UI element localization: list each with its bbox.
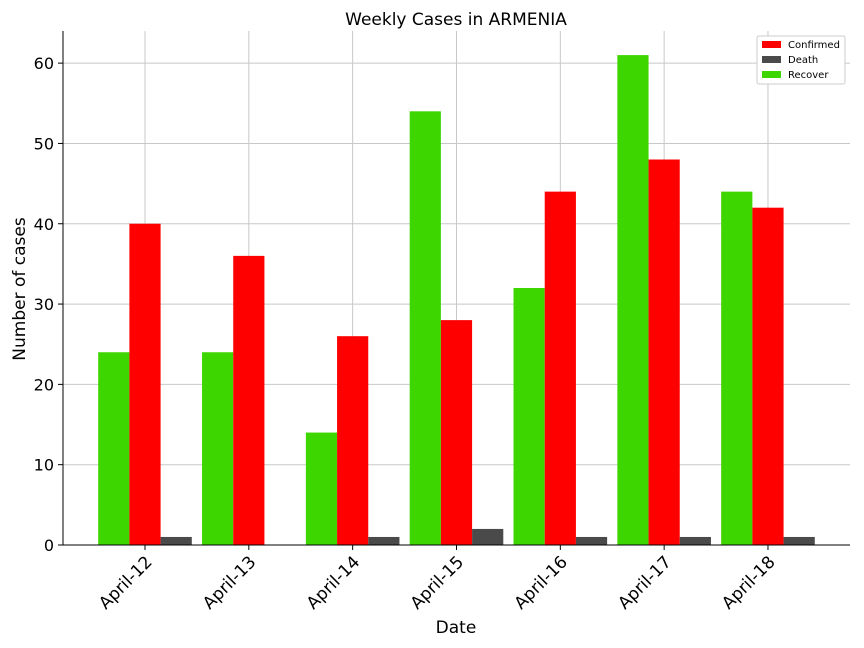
legend-swatch-confirmed xyxy=(762,41,781,48)
bar-confirmed xyxy=(233,255,265,545)
y-tick-label: 0 xyxy=(44,536,54,555)
bar-recover xyxy=(513,288,545,545)
y-tick-label: 30 xyxy=(34,295,54,314)
legend-label-death: Death xyxy=(788,55,818,66)
bar-recover xyxy=(409,111,441,545)
y-tick-label: 60 xyxy=(34,54,54,73)
y-tick-label: 10 xyxy=(34,456,54,475)
bar-death xyxy=(472,528,504,545)
bar-death xyxy=(160,536,192,545)
bar-death xyxy=(679,536,711,545)
bar-death xyxy=(368,536,400,545)
x-ticks: April-12 April-13 April-14 April-15 April-16… xyxy=(95,545,780,614)
x-tick-label: April-15 xyxy=(407,552,468,613)
legend-swatch-recover xyxy=(762,71,781,78)
x-tick-label: April-12 xyxy=(95,552,156,613)
bar-confirmed xyxy=(440,320,473,545)
legend-swatch-death xyxy=(762,56,781,63)
bar-death xyxy=(575,536,608,545)
y-axis-label: Number of cases xyxy=(10,217,30,361)
y-ticks: 0 10 20 30 40 50 60 xyxy=(34,54,63,555)
bar-confirmed xyxy=(648,159,680,545)
legend-label-confirmed: Confirmed xyxy=(788,40,840,51)
y-tick-label: 40 xyxy=(34,215,54,234)
x-axis-label: Date xyxy=(436,618,477,638)
legend-label-recover: Recover xyxy=(788,70,829,81)
bar-recover xyxy=(98,352,130,545)
x-tick-label: April-14 xyxy=(303,552,364,613)
bar-confirmed xyxy=(129,223,161,545)
x-tick-label: April-17 xyxy=(614,552,675,613)
y-tick-label: 50 xyxy=(34,134,54,153)
bar-death xyxy=(783,536,815,545)
legend: Confirmed Death Recover xyxy=(756,35,846,85)
bar-recover xyxy=(721,191,753,545)
x-tick-label: April-18 xyxy=(718,552,779,613)
bar-recover xyxy=(305,432,338,545)
bar-recover xyxy=(617,55,649,545)
bars xyxy=(98,55,815,545)
y-tick-label: 20 xyxy=(34,375,54,394)
x-tick-label: April-16 xyxy=(511,552,572,613)
bar-confirmed xyxy=(752,207,784,545)
bar-recover xyxy=(202,352,234,545)
bar-confirmed xyxy=(337,336,369,545)
x-tick-label: April-13 xyxy=(199,552,260,613)
chart-title: Weekly Cases in ARMENIA xyxy=(345,10,567,30)
bar-confirmed xyxy=(544,191,576,545)
